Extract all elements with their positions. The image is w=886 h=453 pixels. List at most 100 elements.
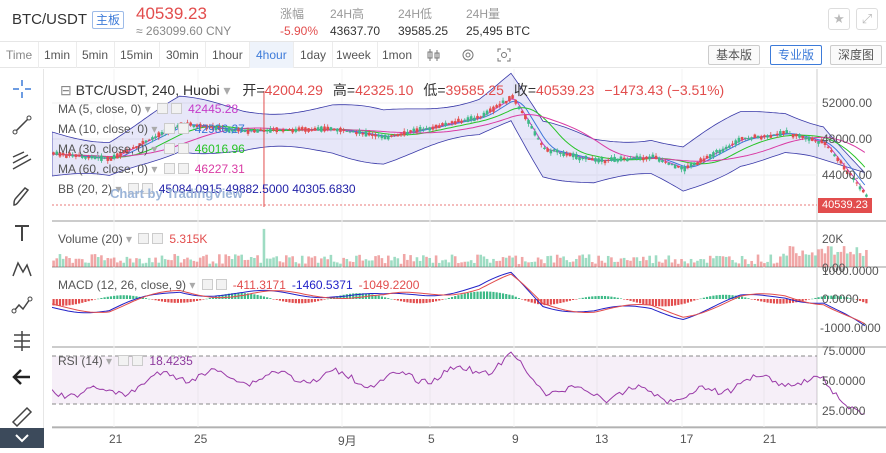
volume-bar bbox=[307, 256, 310, 267]
macd-histogram-bar bbox=[129, 295, 132, 299]
candle bbox=[275, 127, 279, 133]
star-icon[interactable]: ★ bbox=[828, 8, 850, 30]
macd-histogram-bar bbox=[613, 297, 616, 299]
candle bbox=[613, 156, 616, 162]
macd-histogram-bar bbox=[62, 299, 65, 306]
volume-bar bbox=[830, 246, 833, 267]
indicator-bb[interactable]: BB (20, 2) ▾ 45084.0915 49882.5000 40305… bbox=[58, 182, 356, 196]
indicator-icon[interactable] bbox=[460, 47, 476, 63]
volume-bar bbox=[269, 258, 272, 267]
candle-style-icon[interactable] bbox=[426, 47, 442, 63]
interval-5min[interactable]: 5min bbox=[76, 42, 116, 68]
candle bbox=[371, 134, 374, 136]
brush-icon[interactable] bbox=[10, 185, 34, 209]
interval-15min[interactable]: 15min bbox=[114, 42, 160, 68]
candle bbox=[501, 100, 505, 104]
volume-bar bbox=[119, 260, 122, 267]
interval-1min[interactable]: 1min bbox=[38, 42, 78, 68]
candle bbox=[814, 140, 817, 142]
trend-line-icon[interactable] bbox=[10, 113, 34, 137]
back-arrow-icon[interactable] bbox=[10, 365, 34, 389]
volume-bar bbox=[737, 263, 741, 267]
volume-tick: 0.00 bbox=[822, 261, 846, 275]
interval-1mon[interactable]: 1mon bbox=[376, 42, 420, 68]
macd-histogram-bar bbox=[664, 299, 667, 307]
candle bbox=[651, 154, 655, 158]
rsi-legend[interactable]: RSI (14) ▾ 18.4235 bbox=[58, 354, 193, 368]
macd-histogram-bar bbox=[642, 299, 645, 305]
interval-1day[interactable]: 1day bbox=[294, 42, 334, 68]
rsi-tick: 25.0000 bbox=[822, 404, 866, 418]
view-basic-button[interactable]: 基本版 bbox=[708, 45, 761, 65]
tradingview-watermark: Chart by TradingView bbox=[110, 186, 243, 201]
candle bbox=[696, 162, 699, 165]
volume-bar bbox=[135, 258, 138, 267]
macd-histogram-bar bbox=[425, 299, 428, 303]
candle bbox=[810, 137, 814, 141]
macd-histogram-bar bbox=[639, 299, 642, 304]
macd-histogram-bar bbox=[712, 295, 715, 299]
measure-icon[interactable] bbox=[10, 329, 34, 353]
prediction-icon[interactable] bbox=[10, 293, 34, 317]
candle bbox=[109, 157, 113, 161]
volume-bar bbox=[106, 258, 110, 267]
volume-bar bbox=[791, 246, 795, 267]
candle bbox=[154, 136, 157, 138]
macd-legend[interactable]: MACD (12, 26, close, 9) ▾ -411.3171 -1460… bbox=[58, 278, 420, 292]
interval-1week[interactable]: 1week bbox=[330, 42, 378, 68]
candle bbox=[278, 129, 282, 131]
macd-histogram-bar bbox=[734, 295, 737, 299]
text-tool-icon[interactable] bbox=[10, 221, 34, 245]
date-tick: 5 bbox=[428, 432, 435, 446]
macd-histogram-bar bbox=[855, 299, 858, 300]
candle bbox=[504, 100, 508, 104]
macd-histogram-bar bbox=[243, 293, 246, 299]
volume-bar bbox=[205, 254, 208, 267]
pattern-icon[interactable] bbox=[10, 257, 34, 281]
volume-bar bbox=[842, 246, 846, 267]
macd-histogram-bar bbox=[285, 299, 288, 302]
interval-4hour[interactable]: 4hour bbox=[250, 42, 294, 68]
candle bbox=[211, 125, 215, 131]
candle bbox=[581, 157, 585, 159]
macd-histogram-bar bbox=[224, 294, 227, 299]
macd-histogram-bar bbox=[291, 299, 294, 303]
volume-bar bbox=[587, 254, 591, 267]
candle bbox=[125, 149, 129, 154]
volume-bar bbox=[65, 256, 68, 267]
volume-bar bbox=[629, 260, 632, 267]
last-price-tag: 40539.23 bbox=[818, 198, 872, 213]
interval-30min[interactable]: 30min bbox=[160, 42, 206, 68]
interval-1hour[interactable]: 1hour bbox=[206, 42, 250, 68]
expand-icon[interactable]: ⤢ bbox=[856, 8, 878, 30]
view-pro-button[interactable]: 专业版 bbox=[770, 45, 823, 65]
volume-bar bbox=[237, 255, 240, 267]
volume-bar bbox=[116, 262, 119, 267]
macd-histogram-bar bbox=[492, 291, 495, 299]
indicator-ma30[interactable]: MA (30, close, 0) ▾ 46016.96 bbox=[58, 142, 245, 156]
date-tick: 21 bbox=[109, 432, 123, 446]
crosshair-icon[interactable] bbox=[10, 77, 34, 101]
price-chart[interactable] bbox=[52, 69, 886, 448]
volume-bar bbox=[549, 255, 553, 267]
macd-histogram-bar bbox=[65, 299, 68, 306]
drawing-toolbar bbox=[0, 69, 44, 448]
volume-legend[interactable]: Volume (20) ▾ 5.315K bbox=[58, 232, 208, 246]
screenshot-icon[interactable] bbox=[496, 47, 512, 63]
ruler-icon[interactable] bbox=[10, 405, 34, 429]
candle bbox=[246, 129, 250, 134]
candle bbox=[641, 157, 645, 161]
indicator-ma60[interactable]: MA (60, close, 0) ▾ 46227.31 bbox=[58, 162, 245, 176]
indicator-ma10[interactable]: MA (10, close, 0) ▾ 42936.27 bbox=[58, 122, 245, 136]
view-depth-button[interactable]: 深度图 bbox=[830, 45, 883, 65]
collapse-toolbar-button[interactable] bbox=[0, 428, 44, 448]
volume-bar bbox=[157, 262, 161, 267]
macd-histogram-bar bbox=[380, 296, 383, 299]
macd-histogram-bar bbox=[358, 293, 361, 299]
fib-tool-icon[interactable] bbox=[10, 149, 34, 173]
volume-bar bbox=[90, 254, 94, 267]
candle bbox=[240, 128, 243, 132]
indicator-ma5[interactable]: MA (5, close, 0) ▾ 42445.28 bbox=[58, 102, 239, 116]
macd-histogram-bar bbox=[180, 299, 183, 303]
stat-change-label: 涨幅 bbox=[280, 7, 305, 21]
